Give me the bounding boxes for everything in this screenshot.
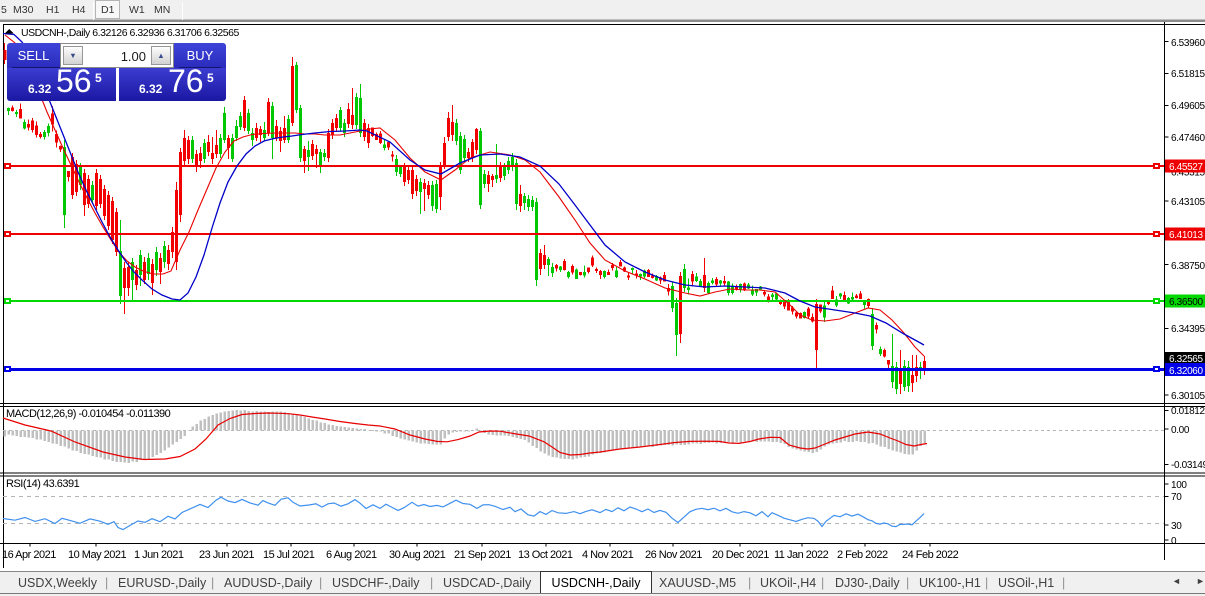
svg-text:2 Feb 2022: 2 Feb 2022 — [837, 549, 888, 561]
svg-text:6 Aug 2021: 6 Aug 2021 — [326, 549, 377, 561]
svg-text:6.34395: 6.34395 — [1171, 324, 1205, 335]
svg-text:1 Jun 2021: 1 Jun 2021 — [134, 549, 184, 561]
svg-text:20 Dec 2021: 20 Dec 2021 — [712, 549, 769, 561]
svg-text:16 Apr 2021: 16 Apr 2021 — [2, 549, 56, 561]
svg-text:6.45315: 6.45315 — [1171, 167, 1205, 178]
svg-text:6.32060: 6.32060 — [1169, 366, 1203, 377]
svg-text:15 Jul 2021: 15 Jul 2021 — [263, 549, 315, 561]
svg-text:0: 0 — [1171, 536, 1177, 547]
svg-text:21 Sep 2021: 21 Sep 2021 — [454, 549, 511, 561]
svg-text:6.36500: 6.36500 — [1169, 297, 1203, 308]
svg-text:4 Nov 2021: 4 Nov 2021 — [582, 549, 634, 561]
svg-text:RSI(14) 43.6391: RSI(14) 43.6391 — [6, 478, 80, 490]
svg-text:MACD(12,26,9) -0.010454 -0.011: MACD(12,26,9) -0.010454 -0.011390 — [6, 408, 171, 420]
svg-text:6.47460: 6.47460 — [1171, 133, 1205, 144]
svg-text:6.32565: 6.32565 — [1169, 354, 1203, 365]
svg-text:30: 30 — [1171, 521, 1182, 532]
svg-text:6.45527: 6.45527 — [1169, 162, 1203, 173]
svg-text:6.38750: 6.38750 — [1171, 261, 1205, 272]
svg-text:6.51815: 6.51815 — [1171, 69, 1205, 80]
svg-text:100: 100 — [1171, 480, 1187, 491]
svg-text:23 Jun 2021: 23 Jun 2021 — [199, 549, 254, 561]
svg-text:USDCNH-,Daily 6.32126 6.32936: USDCNH-,Daily 6.32126 6.32936 6.31706 6.… — [21, 27, 240, 39]
svg-text:13 Oct 2021: 13 Oct 2021 — [518, 549, 573, 561]
svg-text:6.49605: 6.49605 — [1171, 101, 1205, 112]
svg-text:10 May 2021: 10 May 2021 — [68, 549, 126, 561]
svg-text:70: 70 — [1171, 492, 1182, 503]
svg-text:24 Feb 2022: 24 Feb 2022 — [902, 549, 959, 561]
svg-text:26 Nov 2021: 26 Nov 2021 — [645, 549, 702, 561]
svg-text:6.53960: 6.53960 — [1171, 38, 1205, 49]
svg-text:30 Aug 2021: 30 Aug 2021 — [389, 549, 446, 561]
svg-text:-0.03149: -0.03149 — [1171, 460, 1205, 471]
svg-text:11 Jan 2022: 11 Jan 2022 — [774, 549, 829, 561]
svg-text:0.00: 0.00 — [1171, 425, 1190, 436]
svg-text:6.43105: 6.43105 — [1171, 197, 1205, 208]
svg-text:0.018129: 0.018129 — [1171, 406, 1205, 417]
svg-text:6.30105: 6.30105 — [1171, 391, 1205, 402]
svg-text:6.41013: 6.41013 — [1169, 230, 1203, 241]
